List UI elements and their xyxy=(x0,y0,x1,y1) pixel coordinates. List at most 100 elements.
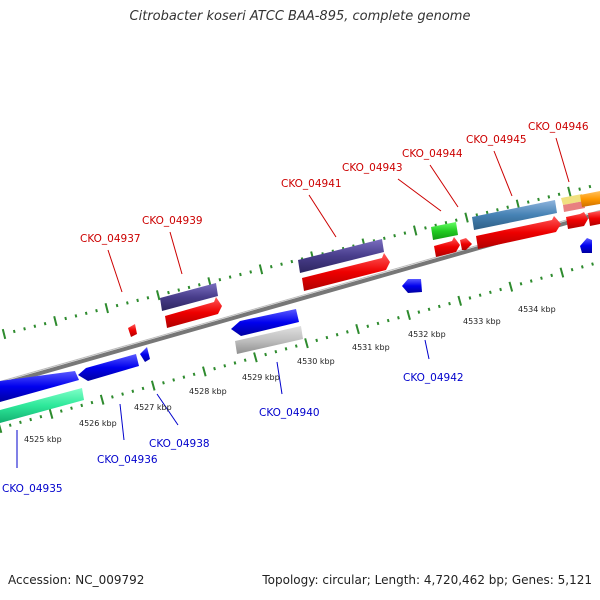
label-connector xyxy=(119,403,125,441)
tick-mark xyxy=(290,259,294,264)
tick-mark xyxy=(192,372,196,377)
tick-mark xyxy=(243,358,247,362)
tick-mark xyxy=(218,277,222,282)
feature-label-cko-04936: CKO_04936 xyxy=(97,454,158,466)
tick-mark xyxy=(59,409,63,413)
gene-cko-04946-feature-c xyxy=(580,191,600,207)
label-connector xyxy=(169,231,183,275)
tick-mark xyxy=(239,272,242,277)
tick-mark xyxy=(550,273,554,278)
feature-label-cko-04937: CKO_04937 xyxy=(80,233,141,245)
tick-mark xyxy=(8,423,12,427)
scale-label: 4528 kbp xyxy=(189,387,227,396)
tick-mark xyxy=(529,279,533,283)
tick-mark xyxy=(39,414,43,419)
tick-mark xyxy=(345,330,349,334)
gene-blocks xyxy=(0,191,600,423)
tick-mark xyxy=(233,361,237,365)
label-connector xyxy=(493,150,513,197)
scale-label: 4530 kbp xyxy=(297,357,335,366)
tick-mark xyxy=(478,293,482,297)
tick-mark xyxy=(136,298,139,303)
tick-mark xyxy=(162,381,165,385)
tick-mark xyxy=(264,352,267,357)
feature-label-cko-04935: CKO_04935 xyxy=(2,483,63,495)
tick-mark xyxy=(397,316,400,320)
tick-mark xyxy=(12,329,16,334)
tick-mark xyxy=(23,327,26,331)
map-title: Citrobacter koseri ATCC BAA-895, complet… xyxy=(129,9,471,24)
gene-cko-04947 xyxy=(580,238,592,253)
feature-label-cko-04939: CKO_04939 xyxy=(142,215,203,227)
tick-mark xyxy=(33,324,37,328)
gene-cko-04935 xyxy=(0,388,84,423)
feature-label-cko-04945: CKO_04945 xyxy=(466,134,527,146)
tick-mark xyxy=(213,366,216,371)
tick-mark xyxy=(427,307,431,311)
feature-labels: CKO_04935 CKO_04936 CKO_04937 CKO_04938 CKO_… xyxy=(2,121,589,495)
tick-mark xyxy=(280,262,283,266)
scale-labels: 4525 kbp 4526 kbp 4527 kbp 4528 kbp 4529 kbp… xyxy=(24,305,556,444)
tick-mark xyxy=(269,265,273,269)
tick-mark xyxy=(547,195,551,199)
tick-mark xyxy=(315,338,319,343)
tick-mark xyxy=(570,268,574,272)
feature-label-cko-04943: CKO_04943 xyxy=(342,162,403,174)
tick-mark xyxy=(74,314,78,318)
gene-cko-04940-feature xyxy=(235,326,303,354)
tick-mark xyxy=(444,221,448,225)
label-connector xyxy=(397,178,442,212)
tick-mark xyxy=(485,210,489,215)
scale-label: 4534 kbp xyxy=(518,305,556,314)
gene-cko-04943 xyxy=(434,237,460,257)
gene-cko-04941 xyxy=(302,253,390,291)
gene-cko-04946-feature xyxy=(561,194,584,205)
tick-mark xyxy=(187,285,191,290)
gene-cko-04946 xyxy=(566,212,588,229)
tick-mark xyxy=(99,394,105,405)
tick-mark xyxy=(437,304,441,309)
topology-label: Topology: circular; Length: 4,720,462 bp… xyxy=(262,573,592,587)
tick-mark xyxy=(167,290,170,295)
gene-cko-04936 xyxy=(78,354,139,381)
tick-mark xyxy=(464,212,469,223)
tick-mark xyxy=(526,200,530,204)
label-connector xyxy=(429,164,459,208)
scale-label: 4525 kbp xyxy=(24,435,62,444)
tick-mark xyxy=(580,265,584,269)
tick-mark xyxy=(150,380,156,391)
tick-mark xyxy=(499,287,502,292)
tick-mark xyxy=(223,364,227,368)
tick-mark xyxy=(457,295,463,306)
tick-mark xyxy=(1,328,7,340)
tick-mark xyxy=(126,301,129,305)
tick-mark xyxy=(559,267,565,278)
tick-mark xyxy=(121,392,124,396)
feature-label-cko-04940: CKO_04940 xyxy=(259,407,320,419)
tick-mark xyxy=(141,386,145,391)
tick-mark xyxy=(489,290,492,295)
label-connector xyxy=(156,393,179,426)
tick-mark xyxy=(448,301,451,306)
tick-mark xyxy=(325,335,329,340)
gene-cko-04935-b xyxy=(0,371,79,402)
tick-mark xyxy=(131,389,135,393)
gene-cko-04945 xyxy=(476,216,561,249)
tick-mark xyxy=(506,205,510,209)
tick-mark xyxy=(43,321,47,326)
label-connector xyxy=(107,249,123,293)
tick-mark xyxy=(104,303,109,314)
gene-cko-04940 xyxy=(231,309,299,336)
gene-cko-04944 xyxy=(460,238,472,250)
feature-label-cko-04946: CKO_04946 xyxy=(528,121,589,133)
tick-mark xyxy=(95,309,98,313)
scale-label: 4529 kbp xyxy=(242,373,280,382)
tick-mark xyxy=(567,186,572,197)
tick-mark xyxy=(80,403,84,408)
label-connector xyxy=(424,339,430,360)
tick-mark xyxy=(588,184,592,189)
tick-mark xyxy=(403,231,407,235)
accession-label: Accession: NC_009792 xyxy=(8,573,145,587)
gene-cko-04941-feature xyxy=(298,239,384,273)
